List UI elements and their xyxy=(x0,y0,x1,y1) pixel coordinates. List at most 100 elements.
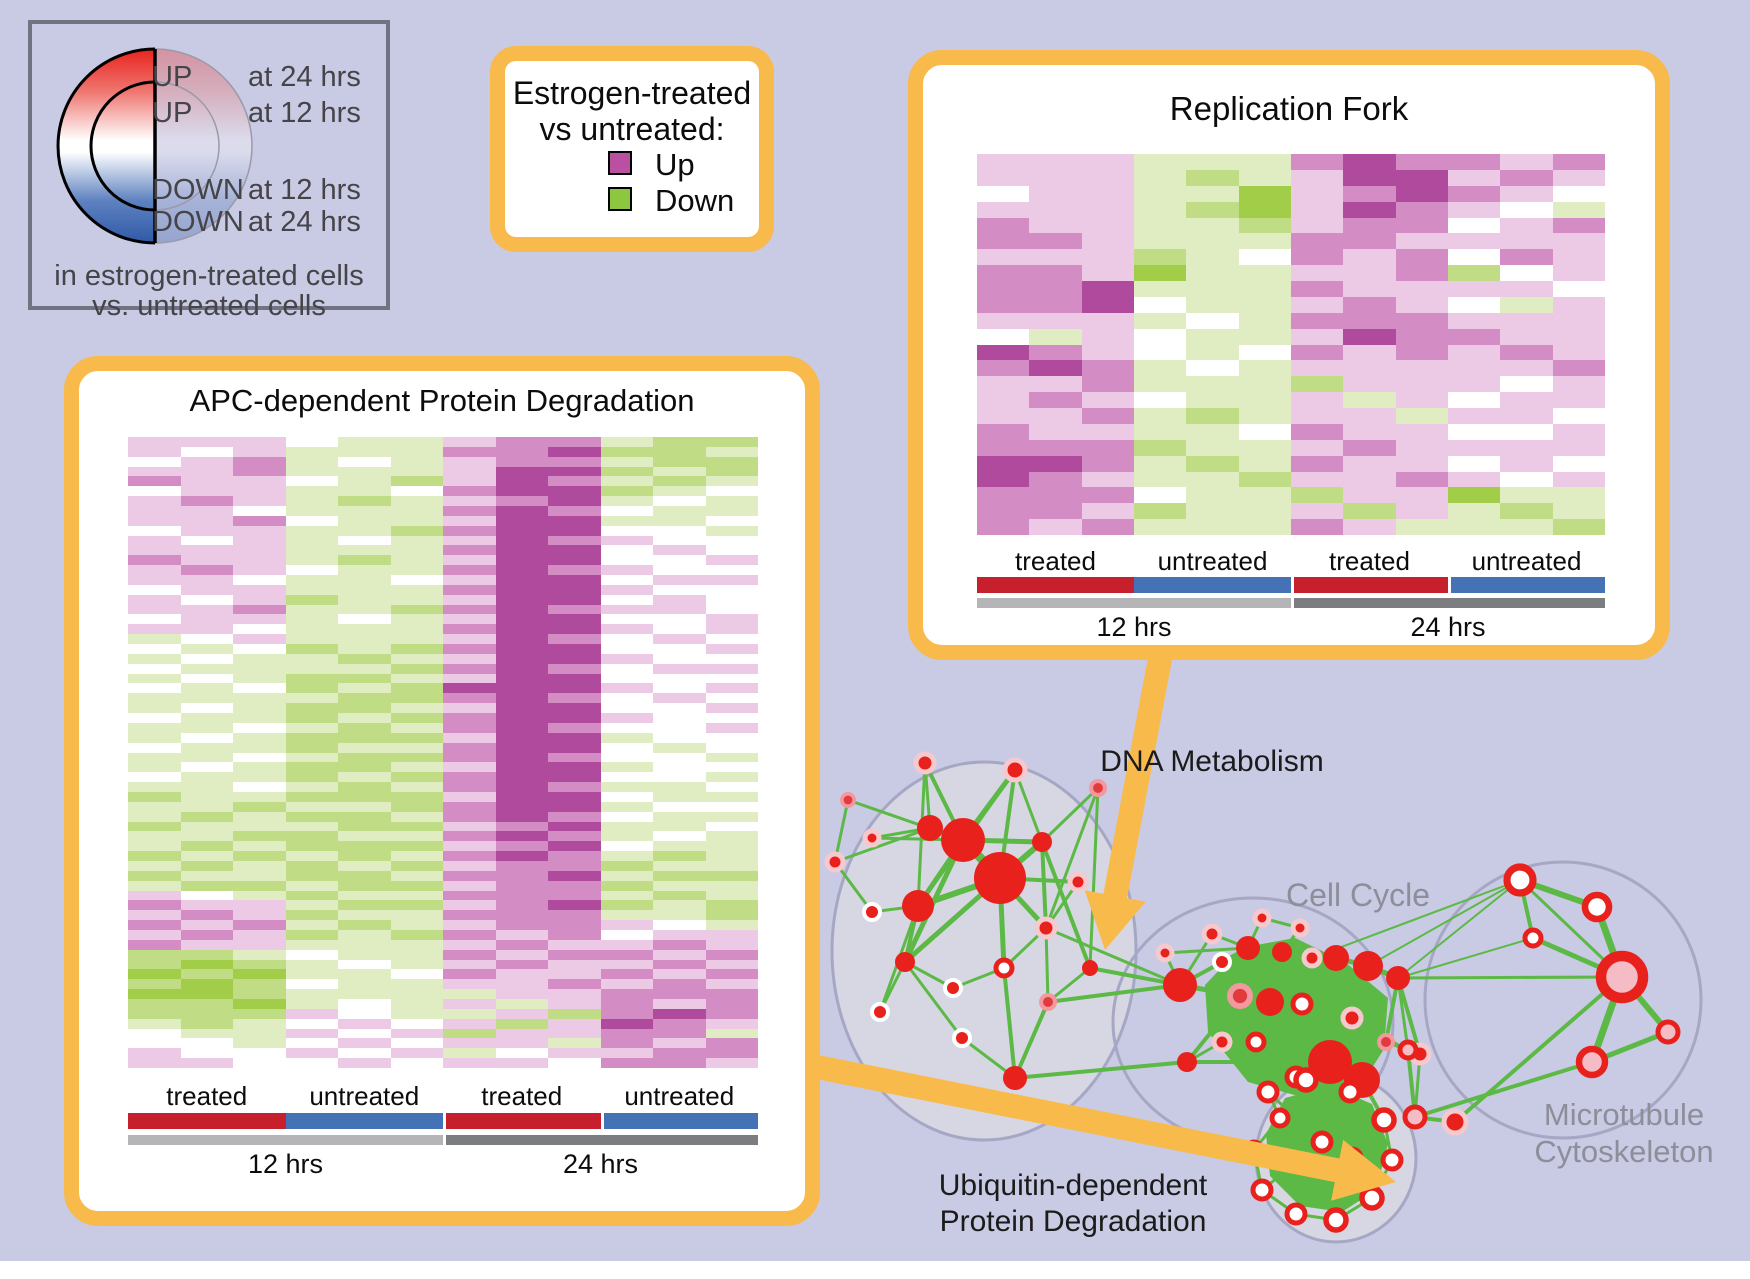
heatmap-cell xyxy=(1029,487,1082,504)
heatmap-cell xyxy=(1133,344,1187,361)
heatmap-cell xyxy=(1290,455,1344,472)
heatmap-cell xyxy=(705,801,758,812)
heatmap-cell xyxy=(705,594,758,605)
group-label-treated: treated xyxy=(166,1081,248,1111)
heatmap-cell xyxy=(443,545,496,556)
heatmap-cell xyxy=(1343,169,1396,186)
heatmap-cell xyxy=(443,949,496,960)
network-node xyxy=(1441,1108,1469,1136)
heatmap-cell xyxy=(443,575,496,585)
heatmap-cell xyxy=(233,683,286,694)
rf-group-labels: treated untreated treated untreated xyxy=(977,546,1605,577)
heatmap-cell xyxy=(495,1018,548,1029)
heatmap-cell xyxy=(600,673,653,684)
heatmap-cell xyxy=(233,732,286,743)
heatmap-cell xyxy=(390,821,443,832)
network-edge xyxy=(1397,879,1521,979)
heatmap-cell xyxy=(1447,471,1501,488)
heatmap-cell xyxy=(705,890,758,901)
heatmap-cell xyxy=(653,624,706,635)
heatmap-cell xyxy=(1395,487,1448,504)
heatmap-cell xyxy=(653,722,706,733)
heatmap-cell xyxy=(285,466,338,477)
network-edge xyxy=(1044,926,1050,1004)
heatmap-cell xyxy=(1186,408,1239,424)
heatmap-cell xyxy=(128,555,181,566)
heatmap-cell xyxy=(390,446,443,457)
heatmap-cell xyxy=(338,624,391,635)
heatmap-cell xyxy=(653,979,706,990)
heatmap-cell xyxy=(128,644,181,654)
heatmap-cell xyxy=(180,446,233,457)
heatmap-cell xyxy=(1447,360,1501,377)
heatmap-cell xyxy=(653,880,706,891)
heatmap-cell xyxy=(977,201,1030,218)
heatmap-cell xyxy=(548,614,601,625)
heatmap-cell xyxy=(1447,328,1501,345)
heatmap-cell xyxy=(390,1008,443,1019)
heatmap-cell xyxy=(495,515,548,526)
heatmap-cell xyxy=(548,644,601,654)
heatmap-cell xyxy=(600,584,653,595)
heatmap-cell xyxy=(1447,392,1501,408)
heatmap-cell xyxy=(495,476,548,487)
network-edge xyxy=(1040,786,1100,844)
heatmap-cell xyxy=(338,880,391,891)
heatmap-cell xyxy=(180,998,233,1009)
up-color-swatch xyxy=(608,151,632,175)
heatmap-cell xyxy=(548,939,601,950)
heatmap-cell xyxy=(1290,281,1344,297)
heatmap-cell xyxy=(1133,185,1187,202)
heatmap-cell xyxy=(128,663,181,674)
heatmap-cell xyxy=(495,624,548,635)
network-node xyxy=(1067,871,1089,893)
heatmap-cell xyxy=(1343,392,1396,408)
heatmap-cell xyxy=(548,535,601,546)
heatmap-cell xyxy=(128,880,181,891)
heatmap-cell xyxy=(128,437,181,447)
heatmap-cell xyxy=(1186,201,1239,218)
heatmap-cell xyxy=(390,870,443,881)
heatmap-cell xyxy=(1133,360,1187,377)
heatmap-cell xyxy=(705,1018,758,1029)
heatmap-cell xyxy=(1029,360,1082,377)
heatmap-cell xyxy=(285,486,338,497)
heatmap-cell xyxy=(180,791,233,802)
heatmap-cell xyxy=(443,634,496,645)
heatmap-cell xyxy=(1029,169,1082,186)
heatmap-cell xyxy=(1343,265,1396,281)
heatmap-cell xyxy=(338,437,391,447)
heatmap-cell xyxy=(705,752,758,763)
replication-fork-heatmap xyxy=(977,154,1605,535)
heatmap-cell xyxy=(548,584,601,595)
heatmap-cell xyxy=(1290,265,1344,281)
heatmap-cell xyxy=(233,782,286,792)
heatmap-cell xyxy=(548,703,601,714)
heatmap-cell xyxy=(977,519,1030,535)
heatmap-cell xyxy=(1395,185,1448,202)
heatmap-cell xyxy=(1500,217,1553,234)
heatmap-cell xyxy=(233,555,286,566)
heatmap-cell xyxy=(1029,344,1082,361)
heatmap-cell xyxy=(128,969,181,980)
heatmap-cell xyxy=(653,821,706,832)
heatmap-cell xyxy=(600,575,653,585)
heatmap-cell xyxy=(653,713,706,723)
heatmap-cell xyxy=(548,1028,601,1039)
heatmap-cell xyxy=(285,535,338,546)
time-bar-12-hrs xyxy=(977,598,1291,608)
heatmap-cell xyxy=(1186,233,1239,250)
heatmap-cell xyxy=(390,653,443,664)
heatmap-cell xyxy=(1500,249,1553,266)
heatmap-cell xyxy=(495,1028,548,1039)
heatmap-cell xyxy=(390,545,443,556)
heatmap-cell xyxy=(390,860,443,871)
heatmap-cell xyxy=(1552,455,1605,472)
heatmap-cell xyxy=(285,772,338,783)
heatmap-cell xyxy=(1029,296,1082,313)
heatmap-cell xyxy=(705,860,758,871)
legend-caption-line2: vs. untreated cells xyxy=(92,290,326,322)
heatmap-cell xyxy=(128,614,181,625)
heatmap-cell xyxy=(443,713,496,723)
heatmap-cell xyxy=(285,693,338,704)
